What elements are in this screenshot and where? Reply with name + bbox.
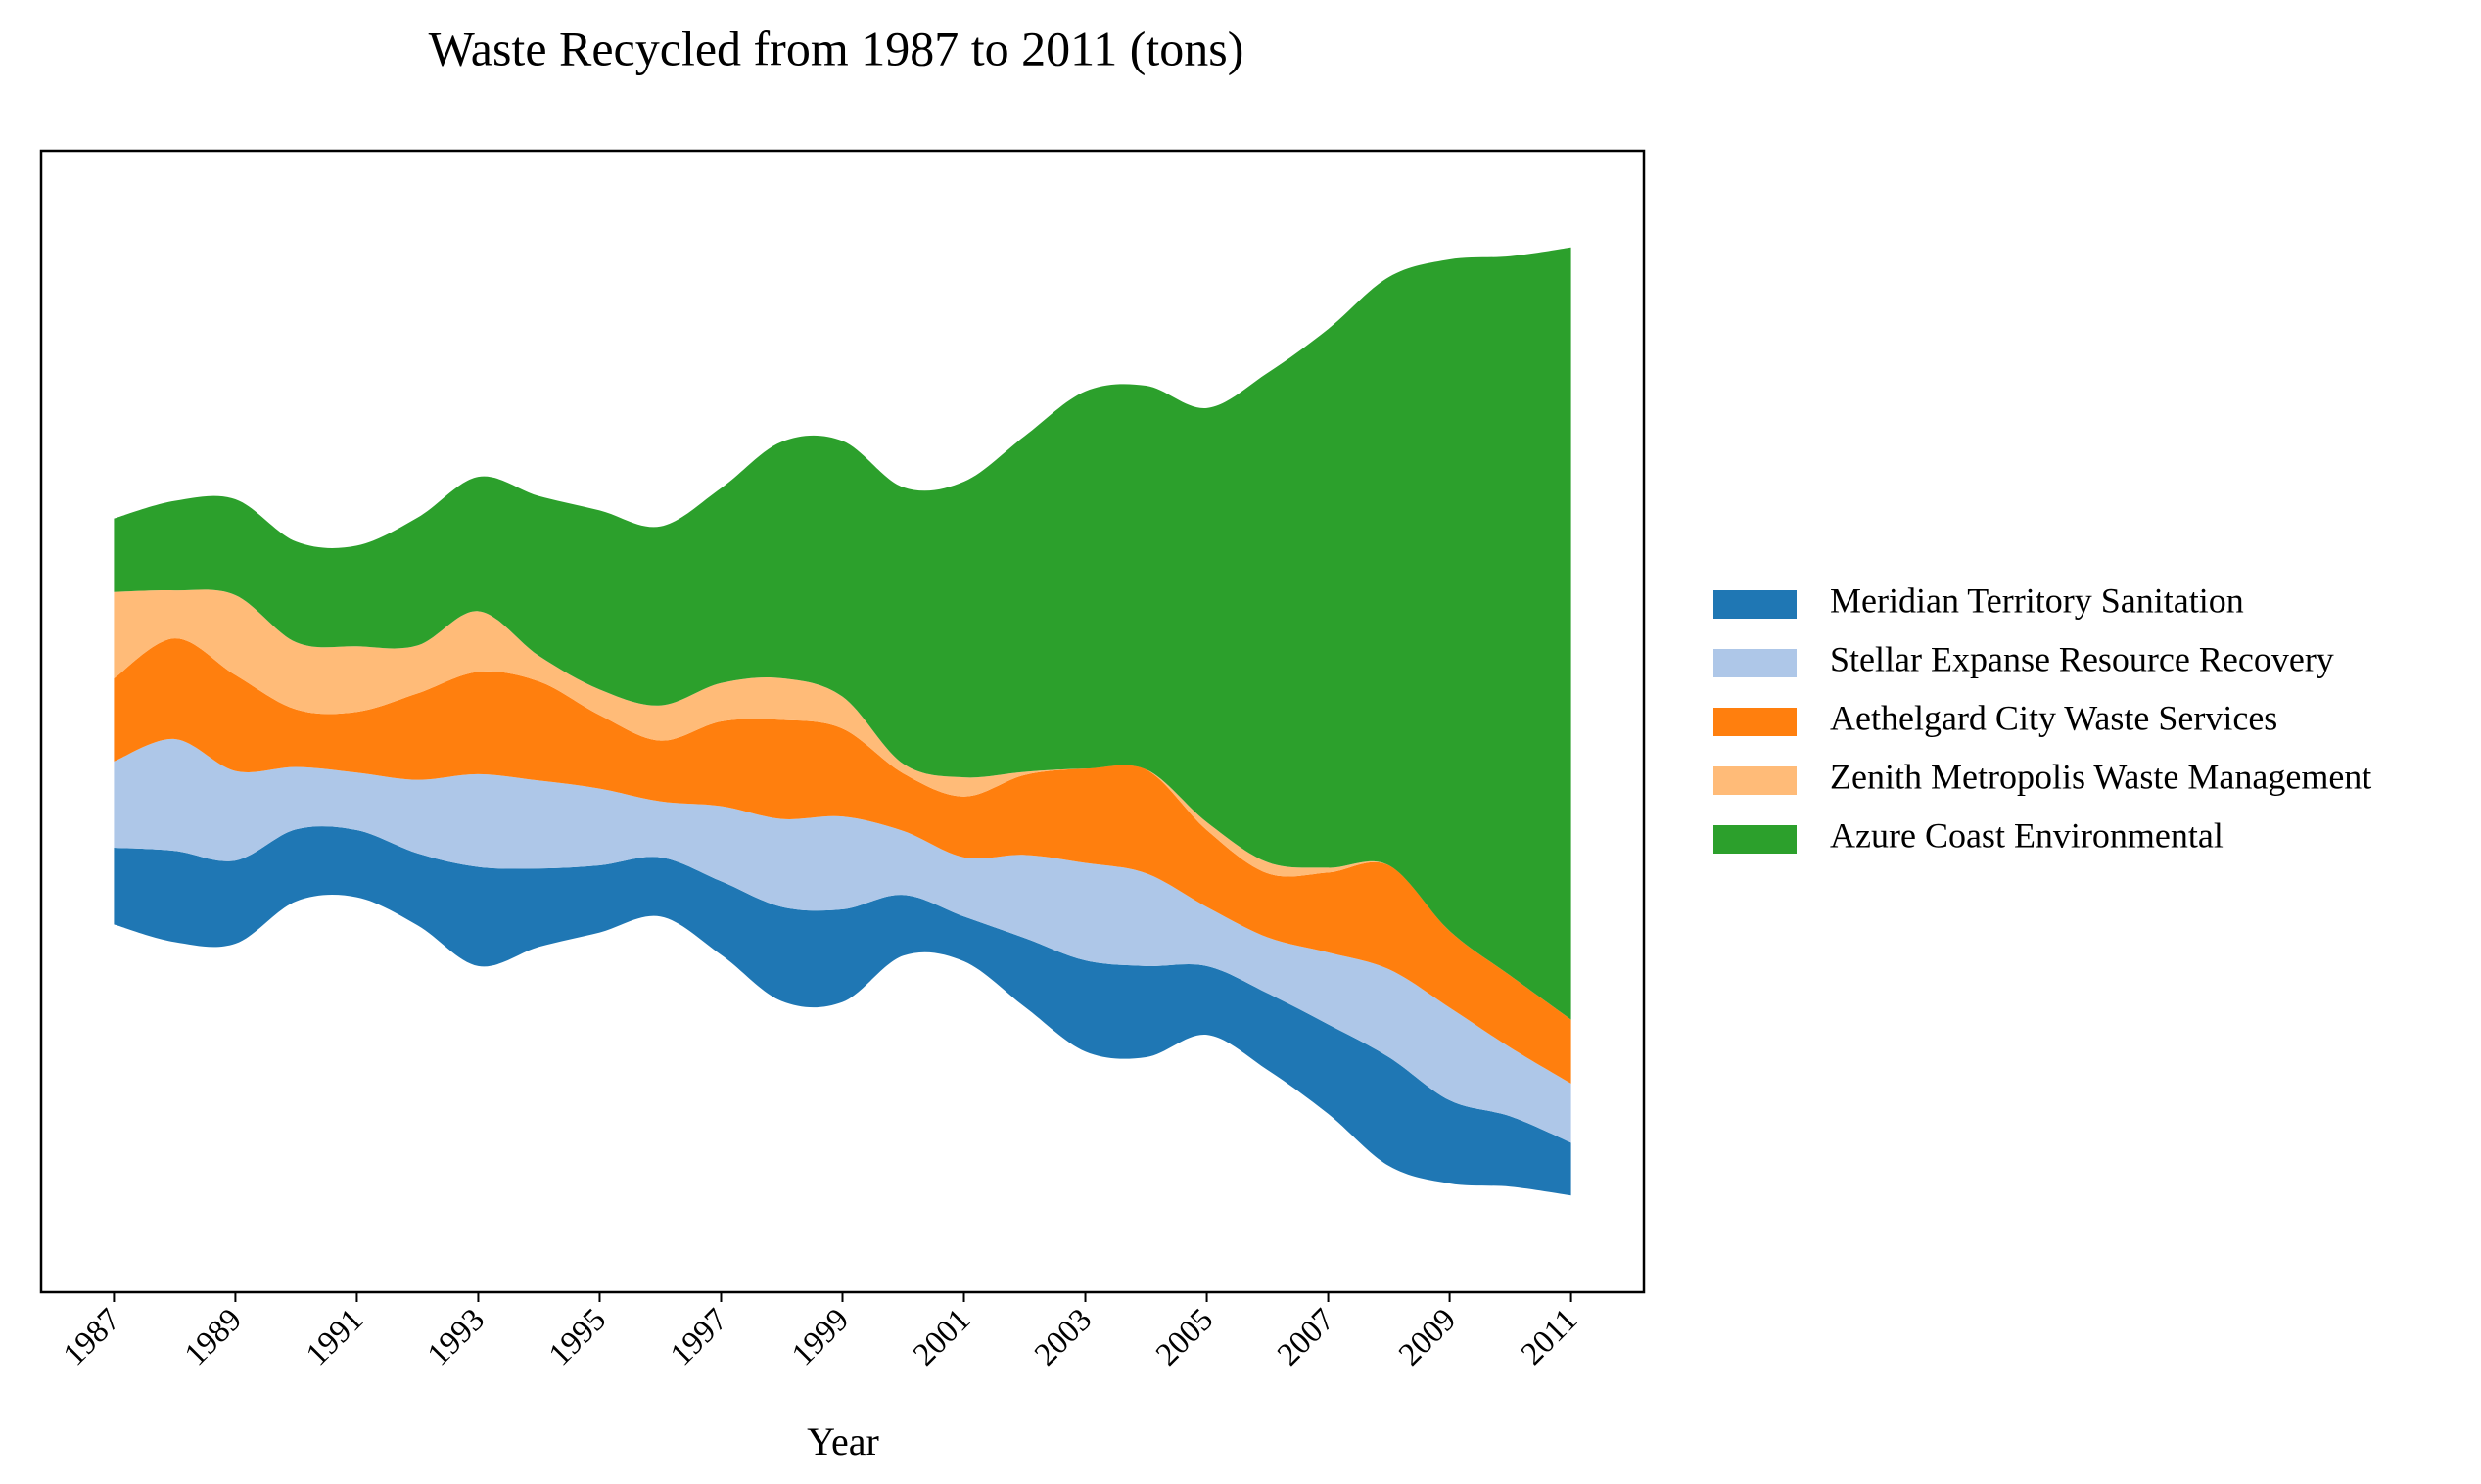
- legend-swatch: [1713, 766, 1797, 795]
- areas: [114, 247, 1571, 1196]
- x-tick-label: 2001: [907, 1302, 977, 1372]
- stream-layer: [114, 826, 1571, 1196]
- legend-label: Aethelgard City Waste Services: [1830, 698, 2277, 737]
- x-tick-label: 1997: [664, 1302, 734, 1372]
- x-tick-label: 1993: [421, 1302, 492, 1372]
- x-tick-label: 2005: [1149, 1302, 1220, 1372]
- legend-label: Stellar Expanse Resource Recovery: [1830, 639, 2334, 678]
- legend: Meridian Territory Sanitation Stellar Exp…: [1713, 580, 2371, 855]
- legend-label: Meridian Territory Sanitation: [1830, 580, 2244, 620]
- legend-swatch: [1713, 825, 1797, 854]
- legend-swatch: [1713, 649, 1797, 677]
- legend-swatch: [1713, 708, 1797, 736]
- x-axis-label: Year: [807, 1419, 879, 1463]
- x-tick-label: 2011: [1515, 1302, 1584, 1371]
- stream-layer: [114, 738, 1571, 1143]
- legend-swatch: [1713, 590, 1797, 619]
- stream-layer: [114, 589, 1571, 1020]
- x-tick-label: 1995: [542, 1302, 613, 1372]
- legend-label: Zenith Metropolis Waste Management: [1830, 757, 2371, 796]
- x-tick-label: 1987: [57, 1302, 127, 1372]
- x-tick-label: 1991: [300, 1302, 370, 1372]
- x-tick-label: 2007: [1271, 1302, 1341, 1372]
- x-tick-label: 1989: [178, 1302, 249, 1372]
- x-tick-label: 1999: [785, 1302, 856, 1372]
- x-tick-label: 2009: [1392, 1302, 1463, 1372]
- stream-layer: [114, 638, 1571, 1084]
- chart-title: Waste Recycled from 1987 to 2011 (tons): [429, 21, 1244, 75]
- x-tick-label: 2003: [1028, 1302, 1099, 1372]
- stream-layer: [114, 247, 1571, 1020]
- legend-label: Azure Coast Environmental: [1830, 815, 2224, 855]
